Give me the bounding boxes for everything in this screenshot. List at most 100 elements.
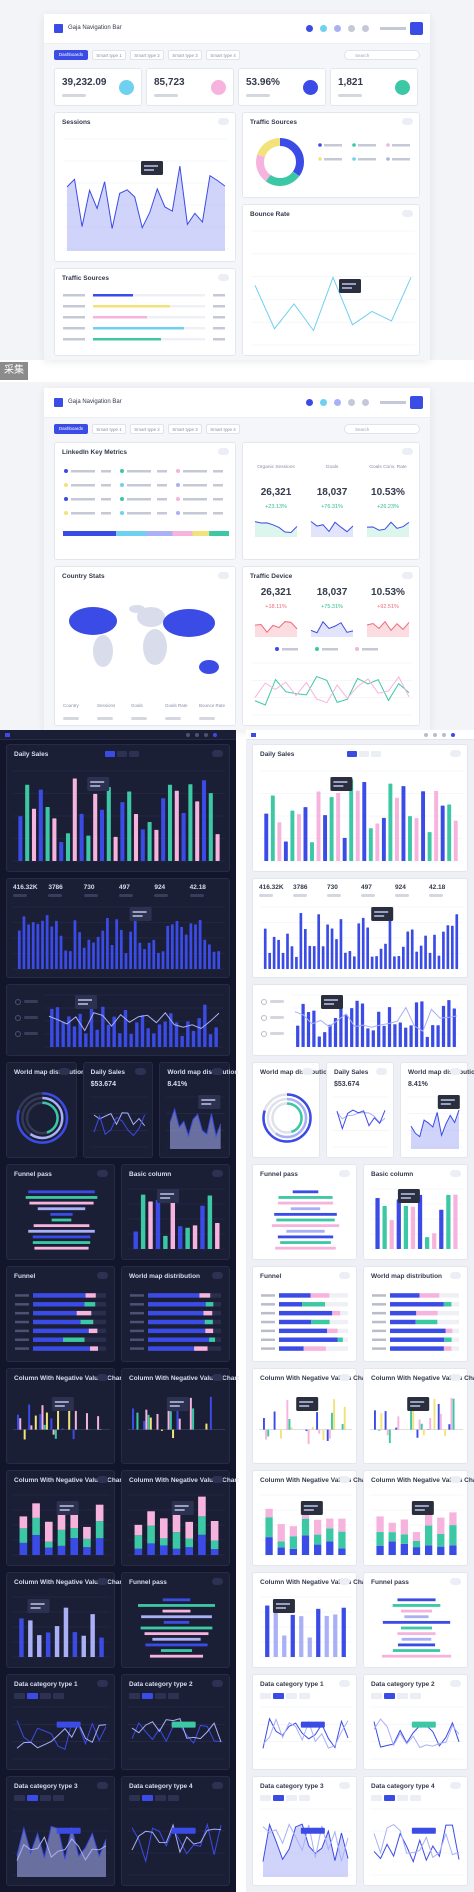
nav-tab[interactable]: Smart type 4	[206, 50, 240, 60]
nav-tab[interactable]: Smart type 1	[92, 424, 126, 434]
toggle[interactable]	[347, 751, 357, 757]
nav-icon[interactable]	[320, 25, 327, 32]
more-button[interactable]	[450, 750, 461, 757]
filter-tab[interactable]	[273, 1795, 284, 1801]
more-button[interactable]	[58, 1068, 70, 1075]
nav-icon[interactable]	[433, 733, 437, 737]
more-button[interactable]	[450, 1680, 461, 1687]
filter-tab[interactable]	[299, 1795, 310, 1801]
more-button[interactable]	[402, 210, 413, 217]
more-button[interactable]	[218, 572, 229, 579]
filter-tab[interactable]	[371, 1795, 382, 1801]
filter-tab[interactable]	[53, 1795, 64, 1801]
nav-icon[interactable]	[320, 399, 327, 406]
more-button[interactable]	[135, 1068, 147, 1075]
filter-tab[interactable]	[260, 1693, 271, 1699]
more-button[interactable]	[212, 1680, 223, 1687]
more-button[interactable]	[339, 1476, 350, 1483]
more-button[interactable]	[402, 572, 413, 579]
more-button[interactable]	[212, 1476, 223, 1483]
filter-tab[interactable]	[155, 1795, 166, 1801]
toggle[interactable]	[359, 751, 369, 757]
nav-icon[interactable]	[204, 733, 208, 737]
filter-tab[interactable]	[142, 1795, 153, 1801]
more-button[interactable]	[339, 1272, 350, 1279]
nav-icon[interactable]	[424, 733, 428, 737]
more-button[interactable]	[339, 1578, 350, 1585]
more-button[interactable]	[339, 1170, 350, 1177]
filter-tab[interactable]	[129, 1795, 140, 1801]
more-button[interactable]	[402, 448, 413, 455]
more-button[interactable]	[211, 1068, 223, 1075]
more-button[interactable]	[97, 1272, 108, 1279]
filter-tab[interactable]	[410, 1693, 421, 1699]
nav-icon[interactable]	[334, 399, 341, 406]
more-button[interactable]	[218, 118, 229, 125]
more-button[interactable]	[97, 1578, 108, 1585]
filter-tab[interactable]	[286, 1795, 297, 1801]
more-button[interactable]	[450, 1170, 461, 1177]
nav-tab[interactable]: Dashboards	[54, 50, 88, 60]
more-button[interactable]	[218, 448, 229, 455]
nav-tab[interactable]: Dashboards	[54, 424, 88, 434]
avatar[interactable]	[410, 22, 423, 35]
more-button[interactable]	[97, 1170, 108, 1177]
search-box[interactable]: Search	[344, 50, 420, 60]
filter-tab[interactable]	[129, 1693, 140, 1699]
filter-tab[interactable]	[260, 1795, 271, 1801]
nav-tab[interactable]: Smart type 1	[92, 50, 126, 60]
filter-tab[interactable]	[273, 1693, 284, 1699]
more-button[interactable]	[212, 750, 223, 757]
nav-icon[interactable]	[213, 733, 217, 737]
nav-icon[interactable]	[195, 733, 199, 737]
filter-tab[interactable]	[40, 1693, 51, 1699]
filter-tab[interactable]	[27, 1693, 38, 1699]
more-button[interactable]	[450, 1272, 461, 1279]
more-button[interactable]	[212, 1272, 223, 1279]
more-button[interactable]	[339, 1782, 350, 1789]
filter-tab[interactable]	[142, 1693, 153, 1699]
nav-icon[interactable]	[362, 399, 369, 406]
nav-icon[interactable]	[306, 399, 313, 406]
more-button[interactable]	[97, 1374, 108, 1381]
filter-tab[interactable]	[397, 1693, 408, 1699]
nav-tab[interactable]: Smart type 2	[130, 50, 164, 60]
filter-tab[interactable]	[168, 1795, 179, 1801]
filter-tab[interactable]	[299, 1693, 310, 1699]
filter-tab[interactable]	[27, 1795, 38, 1801]
filter-tab[interactable]	[14, 1795, 25, 1801]
nav-icon[interactable]	[442, 733, 446, 737]
filter-tab[interactable]	[397, 1795, 408, 1801]
more-button[interactable]	[212, 1578, 223, 1585]
more-button[interactable]	[450, 1782, 461, 1789]
filter-tab[interactable]	[286, 1693, 297, 1699]
nav-tab[interactable]: Smart type 3	[168, 424, 202, 434]
filter-tab[interactable]	[155, 1693, 166, 1699]
more-button[interactable]	[450, 1578, 461, 1585]
toggle[interactable]	[129, 751, 139, 757]
nav-icon[interactable]	[334, 25, 341, 32]
more-button[interactable]	[218, 274, 229, 281]
nav-icon[interactable]	[348, 399, 355, 406]
nav-icon[interactable]	[306, 25, 313, 32]
nav-icon[interactable]	[348, 25, 355, 32]
filter-tab[interactable]	[384, 1693, 395, 1699]
search-box[interactable]: Search	[344, 424, 420, 434]
more-button[interactable]	[339, 1374, 350, 1381]
filter-tab[interactable]	[371, 1693, 382, 1699]
filter-tab[interactable]	[168, 1693, 179, 1699]
more-button[interactable]	[376, 1068, 387, 1075]
nav-icon[interactable]	[362, 25, 369, 32]
more-button[interactable]	[302, 1068, 313, 1075]
more-button[interactable]	[97, 1680, 108, 1687]
more-button[interactable]	[212, 1170, 223, 1177]
avatar[interactable]	[410, 396, 423, 409]
more-button[interactable]	[97, 1476, 108, 1483]
more-button[interactable]	[212, 1782, 223, 1789]
toggle[interactable]	[371, 751, 381, 757]
filter-tab[interactable]	[53, 1693, 64, 1699]
toggle[interactable]	[117, 751, 127, 757]
nav-tab[interactable]: Smart type 2	[130, 424, 164, 434]
nav-icon[interactable]	[186, 733, 190, 737]
more-button[interactable]	[450, 1374, 461, 1381]
